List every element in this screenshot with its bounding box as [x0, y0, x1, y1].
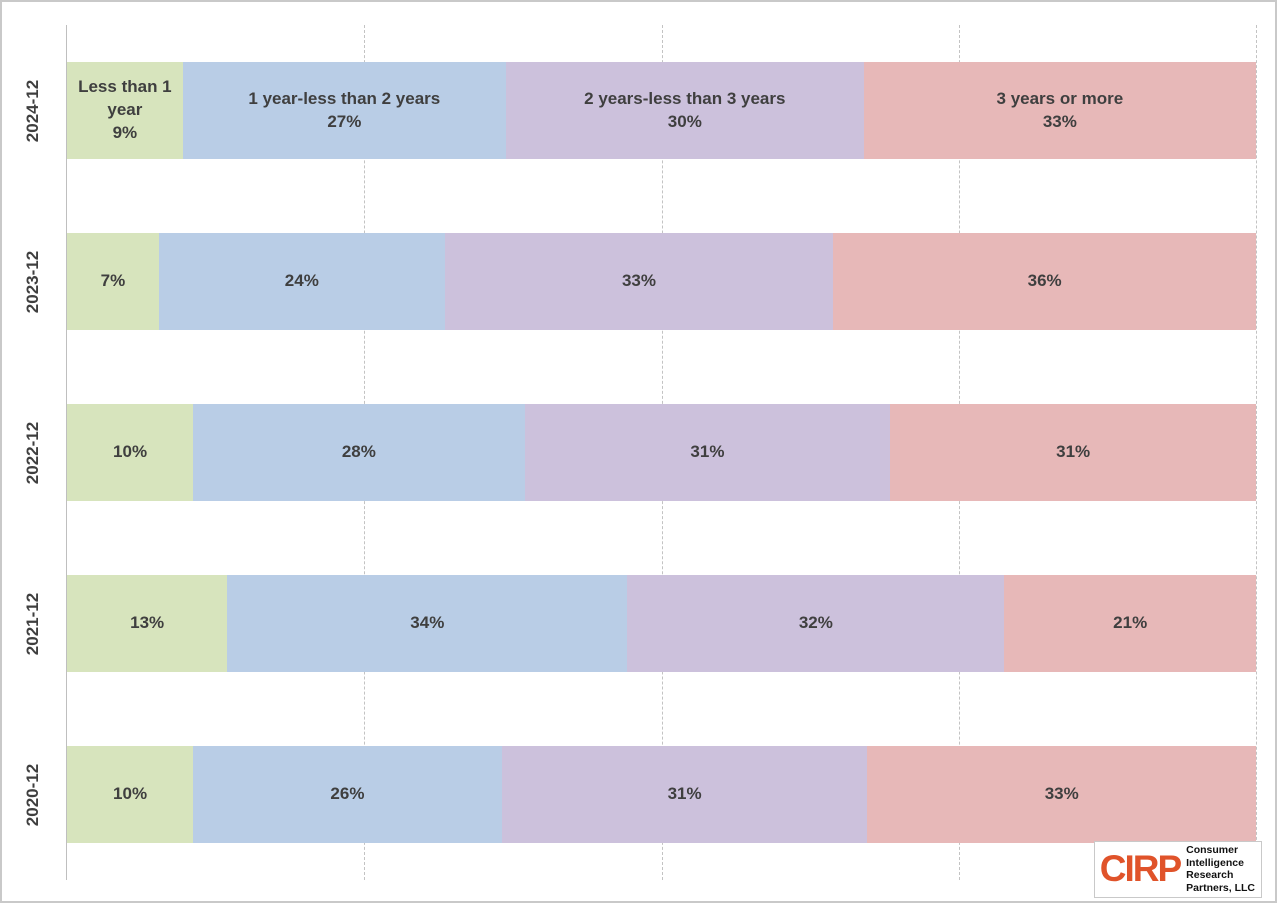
segment-value-label: 13%: [130, 613, 165, 633]
segment-value-label: 33%: [621, 271, 656, 291]
bar-segment: 2 years-less than 3 years 30%: [505, 62, 864, 159]
segment-value-label: 36%: [1027, 271, 1062, 291]
y-axis-tick-label: 2024-12: [23, 79, 43, 142]
bar-segment: 21%: [1004, 575, 1256, 672]
segment-value-label: 10%: [113, 442, 148, 462]
segment-value-label: 33%: [1044, 784, 1079, 804]
y-axis-tick-label: 2020-12: [23, 763, 43, 826]
segment-value-label: 26%: [330, 784, 365, 804]
bar-segment: 13%: [67, 575, 228, 672]
cirp-logo: CIRP Consumer Intelligence Research Part…: [1093, 841, 1262, 898]
segment-series-label: Less than 1 year: [78, 77, 172, 120]
bar-segment: 31%: [501, 746, 868, 843]
segment-value-label: 34%: [410, 613, 445, 633]
y-axis-tick-label: 2023-12: [23, 250, 43, 313]
bar-segment: 10%: [67, 746, 194, 843]
plot-area: Less than 1 year 9% 1 year-less than 2 yea…: [66, 25, 1257, 880]
cirp-logo-text: CIRP: [1099, 848, 1182, 890]
segment-series-label: 2 years-less than 3 years: [584, 88, 786, 108]
segment-value-label: 32%: [798, 613, 833, 633]
segment-value-label: 31%: [690, 442, 725, 462]
bar-segment: 7%: [67, 233, 159, 330]
segment-value-label: 31%: [667, 784, 702, 804]
logo-line: Partners, LLC: [1186, 881, 1255, 894]
bar-segment: 3 years or more 33%: [863, 62, 1256, 159]
bar-row-2020-12: 10% 26% 31% 33%: [67, 746, 1256, 843]
bar-row-2024-12: Less than 1 year 9% 1 year-less than 2 yea…: [67, 62, 1256, 159]
bar-segment: 28%: [193, 404, 525, 501]
bar-segment: 33%: [444, 233, 834, 330]
bar-segment: 1 year-less than 2 years 27%: [182, 62, 506, 159]
bar-segment: 32%: [627, 575, 1005, 672]
segment-value-label: 27%: [327, 111, 362, 131]
logo-line: Consumer: [1186, 844, 1239, 856]
cirp-logo-description: Consumer Intelligence Research Partners,…: [1186, 844, 1255, 894]
logo-line: Intelligence: [1186, 856, 1244, 869]
segment-series-label: 1 year-less than 2 years: [248, 88, 441, 108]
y-axis-tick-label: 2021-12: [23, 592, 43, 655]
bar-segment: 31%: [524, 404, 891, 501]
segment-value-label: 9%: [112, 122, 138, 142]
segment-value-label: 30%: [667, 111, 702, 131]
bar-segment: 36%: [833, 233, 1257, 330]
bar-row-2022-12: 10% 28% 31% 31%: [67, 404, 1256, 501]
bar-row-2021-12: 13% 34% 32% 21%: [67, 575, 1256, 672]
bar-segment: Less than 1 year 9%: [67, 62, 183, 159]
bar-segment: 31%: [890, 404, 1256, 501]
gridline-100pct: [1256, 25, 1257, 880]
logo-line: Research: [1186, 869, 1234, 881]
bar-segment: 33%: [867, 746, 1256, 843]
segment-value-label: 21%: [1113, 613, 1148, 633]
segment-value-label: 10%: [113, 784, 148, 804]
bar-row-2023-12: 7% 24% 33% 36%: [67, 233, 1257, 330]
bar-segment: 26%: [193, 746, 502, 843]
segment-value-label: 33%: [1042, 111, 1077, 131]
y-axis-tick-label: 2022-12: [23, 421, 43, 484]
segment-value-label: 7%: [100, 271, 126, 291]
segment-value-label: 24%: [284, 271, 319, 291]
bar-segment: 34%: [227, 575, 628, 672]
bar-segment: 24%: [158, 233, 445, 330]
segment-value-label: 31%: [1056, 442, 1091, 462]
segment-series-label: 3 years or more: [996, 88, 1124, 108]
bar-segment: 10%: [67, 404, 194, 501]
segment-value-label: 28%: [341, 442, 376, 462]
